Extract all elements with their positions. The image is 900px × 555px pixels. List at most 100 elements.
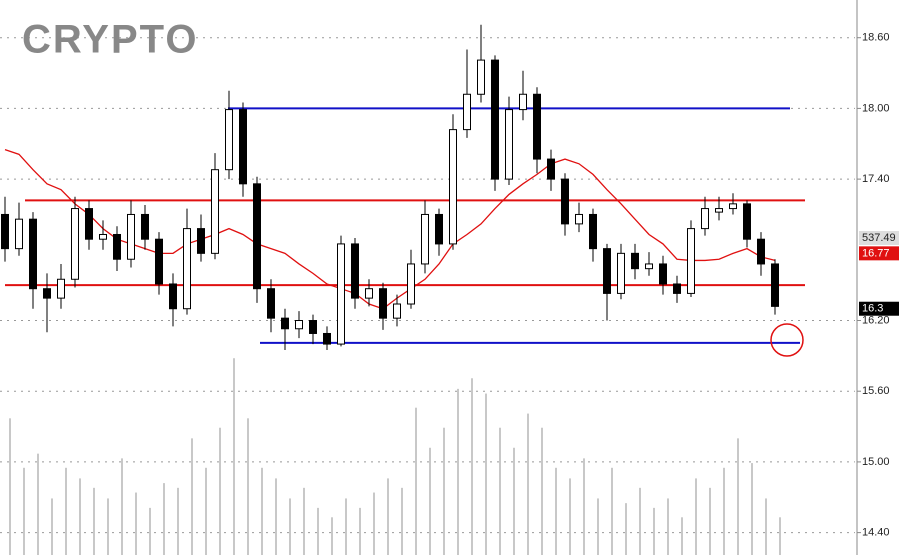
volume-bar [513,447,515,555]
volume-marker-label: 537.49 [862,232,896,244]
candle-body [253,183,261,290]
volume-bar [667,498,669,555]
y-tick-label: 18.60 [862,32,890,44]
candle-body [491,59,499,180]
candle-body [71,208,79,280]
candle-body [43,288,51,299]
candle-body [309,320,317,334]
volume-bar [121,458,123,555]
candle-body [1,213,9,250]
candle-body [337,243,345,345]
volume-bar [275,478,277,555]
volume-bar [345,498,347,555]
candle-body [561,178,569,225]
candle-body [743,203,751,240]
volume-bar [527,413,529,555]
candle-body [379,288,387,319]
volume-bar [681,517,683,555]
volume-bar [625,503,627,555]
candle-body [519,93,527,111]
candle-body [631,252,639,270]
candle-body [449,129,457,245]
candle-body [715,208,723,213]
volume-bar [177,487,179,555]
volume-marker-box [859,231,899,245]
volume-bar [373,492,375,555]
price-marker-box [859,301,899,316]
y-tick-label: 16.20 [862,314,890,326]
candle-body [701,208,709,230]
candle-body [659,263,667,285]
candle-body [393,303,401,319]
price-marker-label: 16.3 [862,303,883,315]
candle-body [673,283,681,294]
candle-body [197,228,205,254]
candle-body [351,243,359,299]
candle-body [477,59,485,95]
candle-body [757,238,765,265]
volume-bar [429,447,431,555]
volume-bar [751,463,753,555]
volume-bar [107,498,109,555]
volume-bar [65,467,67,555]
y-tick-label: 15.60 [862,385,890,397]
candle-body [407,263,415,305]
volume-bar [359,507,361,555]
candle-body [183,228,191,310]
candle-body [505,109,513,180]
candle-body [113,233,121,260]
volume-bar [163,483,165,555]
price-marker-box [859,246,899,261]
volume-bar [219,427,221,555]
volume-bar [653,507,655,555]
candle-body [15,218,23,250]
volume-bar [555,467,557,555]
volume-bar [317,507,319,555]
volume-bar [331,517,333,555]
candle-body [575,213,583,225]
candle-body [729,203,737,210]
volume-bar [261,467,263,555]
volume-bar [233,358,235,555]
volume-bar [289,498,291,555]
candle-body [547,158,555,180]
volume-bar [415,407,417,555]
volume-bar [737,438,739,555]
volume-bar [583,458,585,555]
volume-bar [79,478,81,555]
candle-body [771,263,779,307]
volume-bar [401,487,403,555]
candle-body [463,93,471,131]
candle-body [421,213,429,265]
y-tick-label: 18.00 [862,102,890,114]
candle-body [99,233,107,240]
y-tick-label: 17.40 [862,173,890,185]
volume-bar [191,438,193,555]
candle-body [239,109,247,185]
volume-bar [695,478,697,555]
candle-body [85,208,93,240]
volume-bar [93,487,95,555]
candle-body [169,283,177,310]
volume-bar [9,418,11,555]
volume-bar [639,487,641,555]
candle-body [617,252,625,294]
volume-bar [709,487,711,555]
candle-body [533,93,541,160]
volume-bar [23,467,25,555]
candle-body [687,228,695,294]
price-marker-label: 16.77 [862,247,890,259]
volume-bar [723,467,725,555]
candle-body [57,278,65,299]
volume-bar [471,378,473,555]
volume-bar [37,453,39,555]
candle-body [295,320,303,330]
volume-bar [149,507,151,555]
volume-bar [485,393,487,555]
volume-bar [779,517,781,555]
candle-body [323,332,331,345]
volume-bar [51,498,53,555]
candle-body [435,213,443,245]
